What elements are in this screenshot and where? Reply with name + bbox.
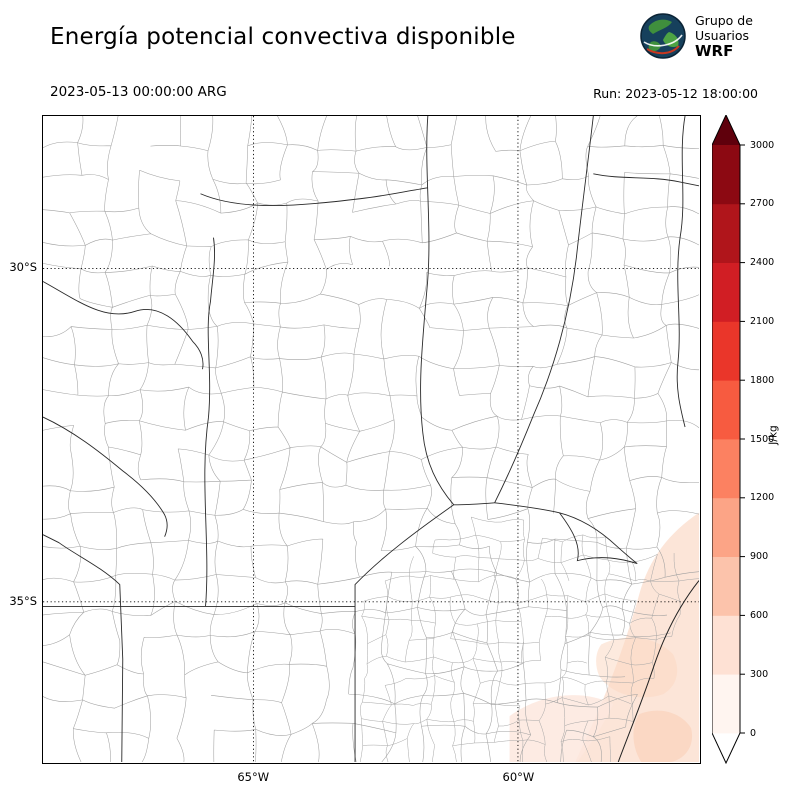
colorbar-segment <box>712 380 740 440</box>
logo-line-3: WRF <box>695 42 734 60</box>
logo-line-2: Usuarios <box>695 28 750 43</box>
colorbar-segment <box>712 615 740 675</box>
partido-boundaries <box>359 516 699 762</box>
province-boundaries <box>43 116 699 762</box>
longitude-tick-label: 65°W <box>237 770 270 784</box>
page-title: Energía potencial convectiva disponible <box>50 24 516 50</box>
colorbar-tick-label: 2100 <box>750 315 775 327</box>
logo-line-1: Grupo de <box>695 13 753 28</box>
colorbar-tick-label: 1500 <box>750 433 775 445</box>
logo-text: Grupo de Usuarios WRF <box>695 13 753 59</box>
longitude-tick-label: 60°W <box>502 770 535 784</box>
colorbar-tick-label: 2700 <box>750 198 775 210</box>
colorbar-segment <box>712 145 740 205</box>
department-boundaries <box>43 116 699 762</box>
latitude-tick-label: 35°S <box>9 594 37 609</box>
colorbar-tick-label: 600 <box>750 609 769 621</box>
run-time-label: Run: 2023-05-12 18:00:00 <box>593 86 758 101</box>
latitude-tick-label: 30°S <box>9 259 37 274</box>
colorbar-segment <box>712 203 740 263</box>
colorbar-over-arrow <box>712 115 740 145</box>
colorbar-scale <box>712 115 745 764</box>
graticule <box>43 116 699 762</box>
colorbar: J/kg 0 300 600 900 1200 1500 1800 2100 2400 2700 3… <box>712 115 800 764</box>
colorbar-segment <box>712 674 740 734</box>
colorbar-tick-label: 1800 <box>750 374 775 386</box>
coastline <box>617 580 699 762</box>
colorbar-tick-label: 300 <box>750 668 769 680</box>
colorbar-tick-label: 900 <box>750 551 769 563</box>
colorbar-segment <box>712 321 740 381</box>
wrf-users-group-logo: Grupo de Usuarios WRF <box>638 11 753 61</box>
valid-time-label: 2023-05-13 00:00:00 ARG <box>50 84 227 100</box>
colorbar-under-arrow <box>712 733 740 763</box>
colorbar-segment <box>712 497 740 557</box>
colorbar-segment <box>712 262 740 322</box>
colorbar-tick-label: 3000 <box>750 139 775 151</box>
globe-icon <box>640 13 686 59</box>
map-panel <box>42 115 701 764</box>
colorbar-tick-label: 0 <box>750 727 757 739</box>
colorbar-tick-label: 1200 <box>750 492 775 504</box>
colorbar-segment <box>712 439 740 499</box>
colorbar-segment <box>712 556 740 616</box>
map-canvas <box>43 116 699 762</box>
colorbar-tick-label: 2400 <box>750 257 775 269</box>
cape-shading <box>509 512 699 762</box>
